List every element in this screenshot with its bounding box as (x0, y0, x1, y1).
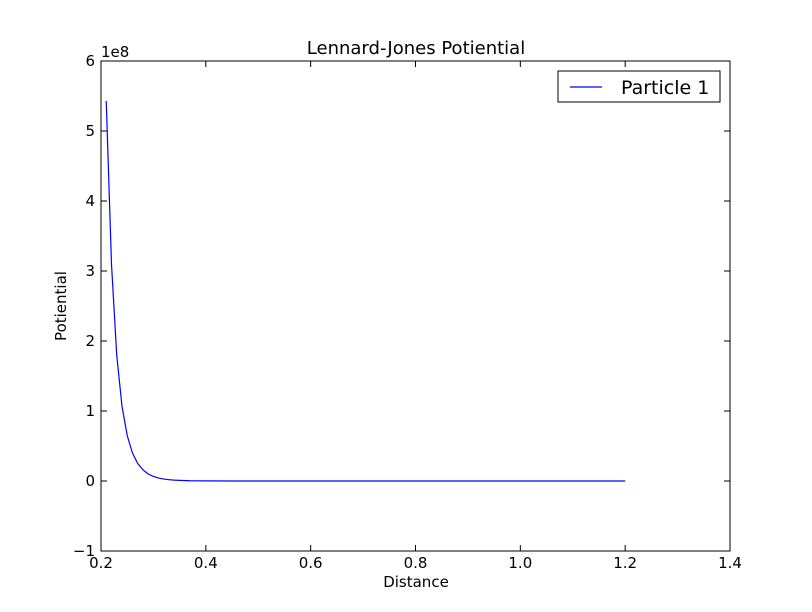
x-tick-label: 1.4 (718, 554, 742, 572)
y-tick-label: 4 (85, 192, 95, 210)
y-tick-label: 1 (85, 402, 95, 420)
plot-area: 0.2 0.4 0.6 0.8 1.0 1.2 1.4 −1 0 1 2 3 4 5 6 (73, 52, 742, 572)
y-tick-label: 2 (85, 332, 95, 350)
x-tick-label: 1.2 (613, 554, 637, 572)
axes-frame (100, 60, 731, 552)
x-tick-label: 0.6 (299, 554, 323, 572)
legend: Particle 1 (557, 70, 721, 103)
y-tick-label: 0 (85, 472, 95, 490)
x-tick-label: 0.2 (89, 554, 113, 572)
series-line-particle-1 (105, 100, 626, 482)
legend-label-particle-1: Particle 1 (621, 77, 709, 99)
x-tick-label: 0.4 (194, 554, 218, 572)
y-axis-title: Potiential (52, 271, 70, 341)
y-tick-label: 5 (85, 122, 95, 140)
chart-title: Lennard-Jones Potiential (307, 38, 525, 59)
x-axis-title: Distance (383, 573, 449, 591)
y-tick-label: 3 (85, 262, 95, 280)
y-offset-label: 1e8 (101, 43, 129, 61)
x-tick-label: 1.0 (508, 554, 532, 572)
y-tick-label: −1 (73, 542, 95, 560)
x-tick-label: 0.8 (404, 554, 428, 572)
y-tick-label: 6 (85, 52, 95, 70)
